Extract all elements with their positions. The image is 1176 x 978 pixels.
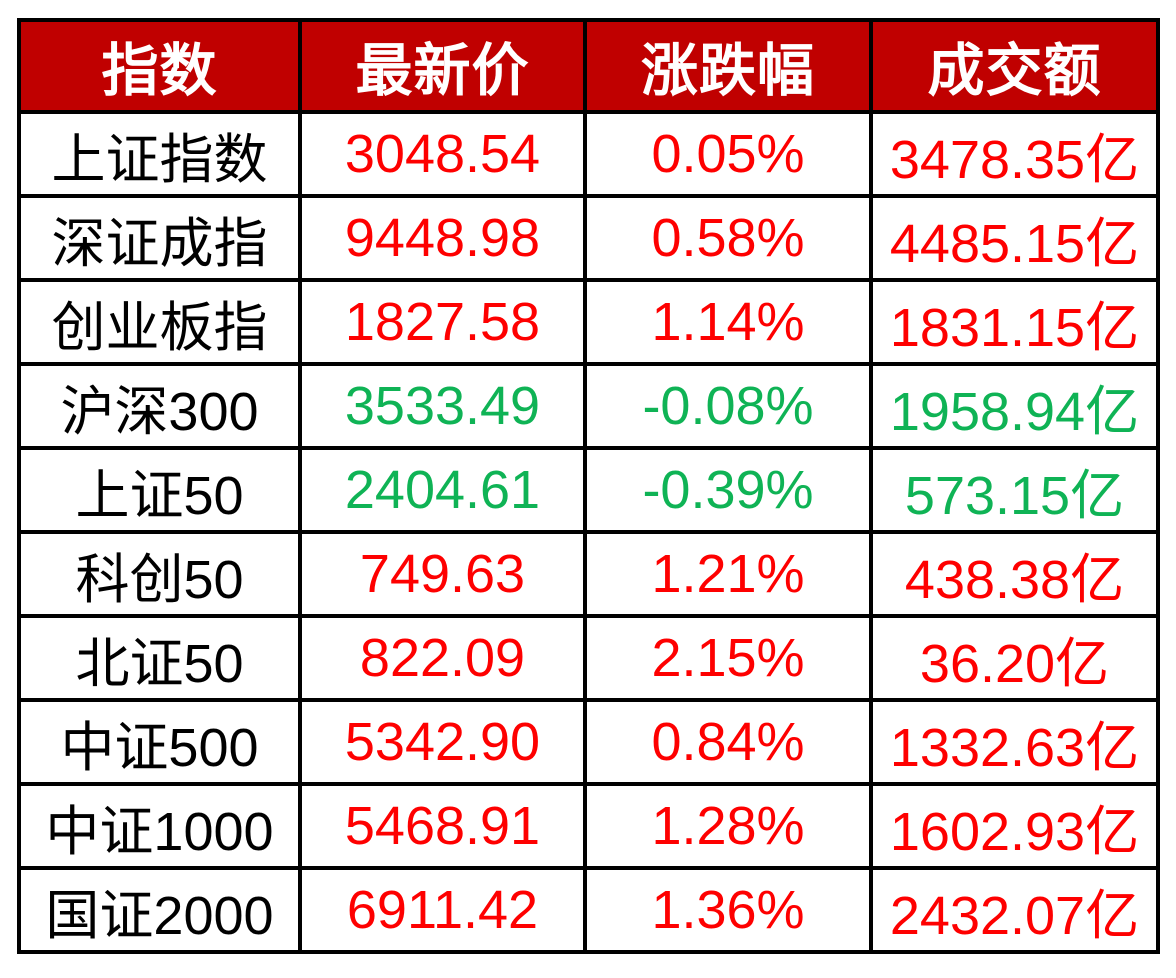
turnover-cell: 438.38亿 — [869, 530, 1160, 618]
latest-price-cell: 3533.49 — [298, 362, 587, 450]
index-name-cell: 中证500 — [17, 698, 302, 786]
change-percent-cell: -0.08% — [583, 362, 873, 450]
index-name-cell: 创业板指 — [17, 278, 302, 366]
turnover-cell: 1831.15亿 — [869, 278, 1160, 366]
index-name-cell: 国证2000 — [17, 866, 302, 954]
column-header-1: 最新价 — [298, 18, 587, 114]
index-name-cell: 上证50 — [17, 446, 302, 534]
change-percent-cell: 0.84% — [583, 698, 873, 786]
table-row: 国证2000 6911.42 1.36% 2432.07亿 — [17, 866, 1160, 954]
turnover-cell: 1602.93亿 — [869, 782, 1160, 870]
table-row: 科创50 749.63 1.21% 438.38亿 — [17, 530, 1160, 618]
change-percent-cell: 1.28% — [583, 782, 873, 870]
index-name-cell: 深证成指 — [17, 194, 302, 282]
change-percent-cell: 0.58% — [583, 194, 873, 282]
column-header-2: 涨跌幅 — [583, 18, 873, 114]
turnover-cell: 1958.94亿 — [869, 362, 1160, 450]
latest-price-cell: 5342.90 — [298, 698, 587, 786]
latest-price-cell: 2404.61 — [298, 446, 587, 534]
change-percent-cell: 1.36% — [583, 866, 873, 954]
index-name-cell: 上证指数 — [17, 110, 302, 198]
latest-price-cell: 9448.98 — [298, 194, 587, 282]
change-percent-cell: 1.21% — [583, 530, 873, 618]
table-row: 深证成指 9448.98 0.58% 4485.15亿 — [17, 194, 1160, 282]
table-row: 沪深300 3533.49 -0.08% 1958.94亿 — [17, 362, 1160, 450]
index-name-cell: 科创50 — [17, 530, 302, 618]
table-header-row: 指数 最新价 涨跌幅 成交额 — [17, 18, 1160, 114]
turnover-cell: 1332.63亿 — [869, 698, 1160, 786]
index-name-cell: 沪深300 — [17, 362, 302, 450]
index-name-cell: 中证1000 — [17, 782, 302, 870]
column-header-0: 指数 — [17, 18, 302, 114]
table-row: 上证50 2404.61 -0.39% 573.15亿 — [17, 446, 1160, 534]
latest-price-cell: 1827.58 — [298, 278, 587, 366]
turnover-cell: 573.15亿 — [869, 446, 1160, 534]
table-row: 北证50 822.09 2.15% 36.20亿 — [17, 614, 1160, 702]
turnover-cell: 4485.15亿 — [869, 194, 1160, 282]
table-row: 上证指数 3048.54 0.05% 3478.35亿 — [17, 110, 1160, 198]
latest-price-cell: 749.63 — [298, 530, 587, 618]
turnover-cell: 3478.35亿 — [869, 110, 1160, 198]
table-row: 中证500 5342.90 0.84% 1332.63亿 — [17, 698, 1160, 786]
turnover-cell: 36.20亿 — [869, 614, 1160, 702]
table-row: 创业板指 1827.58 1.14% 1831.15亿 — [17, 278, 1160, 366]
change-percent-cell: -0.39% — [583, 446, 873, 534]
latest-price-cell: 822.09 — [298, 614, 587, 702]
latest-price-cell: 5468.91 — [298, 782, 587, 870]
change-percent-cell: 1.14% — [583, 278, 873, 366]
index-name-cell: 北证50 — [17, 614, 302, 702]
turnover-cell: 2432.07亿 — [869, 866, 1160, 954]
change-percent-cell: 2.15% — [583, 614, 873, 702]
table-row: 中证1000 5468.91 1.28% 1602.93亿 — [17, 782, 1160, 870]
market-index-table: 指数 最新价 涨跌幅 成交额 上证指数 3048.54 0.05% 3478.35亿 … — [17, 18, 1160, 954]
latest-price-cell: 3048.54 — [298, 110, 587, 198]
change-percent-cell: 0.05% — [583, 110, 873, 198]
column-header-3: 成交额 — [869, 18, 1160, 114]
latest-price-cell: 6911.42 — [298, 866, 587, 954]
